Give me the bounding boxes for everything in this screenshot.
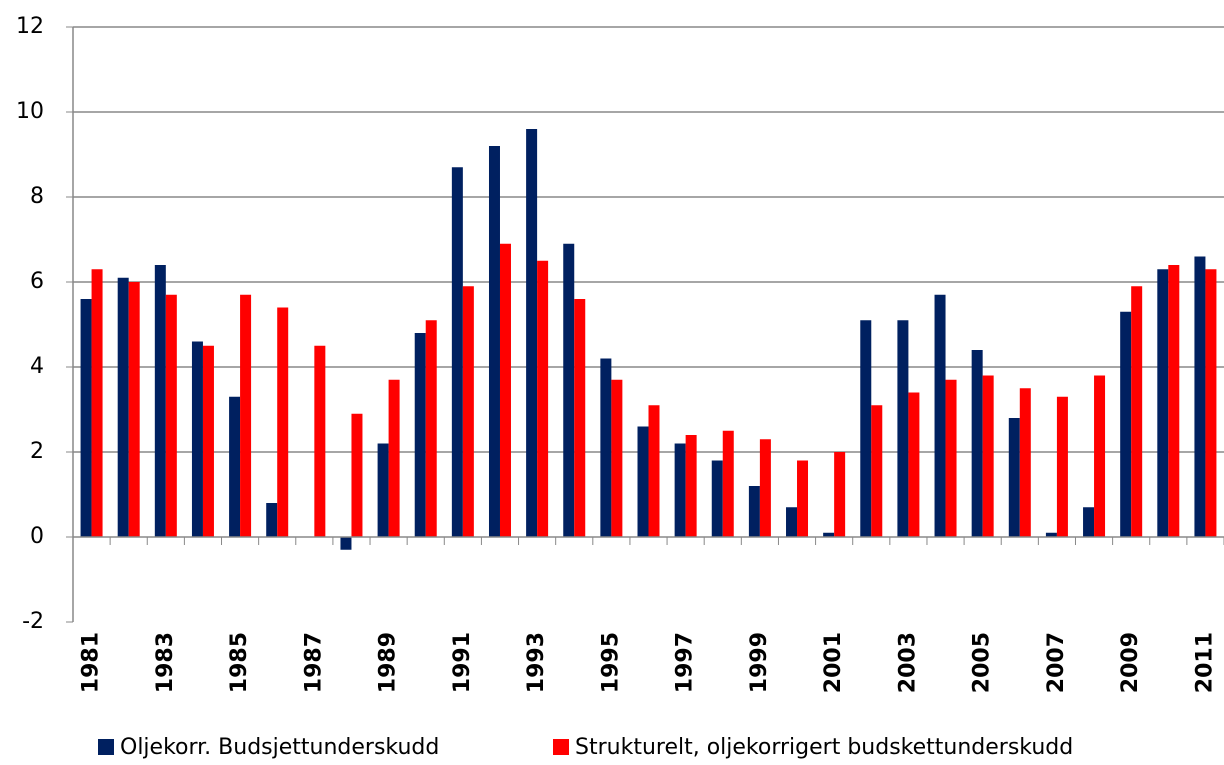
x-tick-label: 2003 — [895, 632, 920, 693]
bar — [91, 269, 103, 537]
bar — [897, 320, 909, 537]
bar — [834, 452, 846, 537]
bar — [637, 426, 649, 537]
bar — [117, 277, 129, 537]
bar — [574, 299, 586, 537]
bar — [871, 405, 883, 537]
legend-label: Strukturelt, oljekorrigert budskettunder… — [575, 735, 1073, 760]
x-tick-label: 2009 — [1118, 632, 1143, 693]
bar — [377, 443, 389, 537]
bar — [191, 341, 203, 537]
bar — [165, 294, 177, 537]
x-tick-label: 1991 — [450, 632, 475, 693]
bar — [1120, 311, 1132, 537]
bar — [266, 503, 278, 537]
bar — [462, 286, 474, 537]
bar — [1083, 507, 1095, 537]
bar — [611, 379, 623, 537]
bar — [711, 460, 723, 537]
bar — [1094, 375, 1106, 537]
legend-swatch — [98, 739, 114, 755]
x-tick-label: 1997 — [673, 632, 698, 693]
bar — [722, 430, 734, 537]
x-tick-label: 2011 — [1192, 632, 1217, 693]
bar — [537, 260, 549, 537]
bar — [80, 299, 92, 537]
bar — [1205, 269, 1217, 537]
y-tick-label: 2 — [30, 439, 44, 464]
y-tick-label: 10 — [16, 99, 44, 124]
bar — [600, 358, 612, 537]
bar — [685, 435, 697, 537]
bar — [971, 350, 983, 537]
bar — [425, 320, 437, 537]
bar — [488, 146, 500, 537]
bar — [945, 379, 957, 537]
legend-label: Oljekorr. Budsjettunderskudd — [120, 735, 439, 760]
bar — [860, 320, 872, 537]
bar — [1045, 532, 1057, 537]
x-tick-label: 1987 — [301, 632, 326, 693]
y-tick-label: 4 — [30, 354, 44, 379]
bar — [563, 243, 575, 537]
y-tick-label: 6 — [30, 269, 44, 294]
x-tick-label: 1981 — [79, 632, 104, 693]
y-tick-label: 8 — [30, 184, 44, 209]
x-tick-label: 1993 — [524, 632, 549, 693]
bar — [748, 486, 760, 537]
bar — [1008, 418, 1020, 537]
bar — [797, 460, 809, 537]
y-tick-label: 12 — [16, 14, 44, 39]
bar — [648, 405, 660, 537]
bar — [388, 379, 400, 537]
bar — [229, 396, 241, 537]
bar — [526, 129, 538, 537]
bar — [1194, 256, 1206, 537]
bar — [414, 333, 426, 537]
legend-swatch — [553, 739, 569, 755]
bar — [908, 392, 920, 537]
bar — [1019, 388, 1031, 537]
bar — [128, 282, 140, 537]
x-tick-label: 2001 — [821, 632, 846, 693]
bar — [674, 443, 686, 537]
bar — [240, 294, 252, 537]
bar — [759, 439, 771, 537]
bar — [1056, 396, 1068, 537]
bar — [1168, 265, 1180, 537]
y-tick-label: 0 — [30, 524, 44, 549]
bar — [1157, 269, 1169, 537]
bar — [982, 375, 994, 537]
bar — [786, 507, 798, 537]
bar — [823, 532, 835, 537]
x-tick-label: 1989 — [376, 632, 401, 693]
x-tick-label: 1985 — [227, 632, 252, 693]
y-tick-label: -2 — [22, 609, 44, 634]
x-tick-label: 1999 — [747, 632, 772, 693]
x-tick-label: 1995 — [598, 632, 623, 693]
bar — [499, 243, 511, 537]
bar — [451, 167, 463, 537]
x-tick-label: 2005 — [970, 632, 995, 693]
bar — [351, 413, 363, 537]
x-tick-label: 1983 — [153, 632, 178, 693]
bar — [934, 294, 946, 537]
bar — [202, 345, 214, 537]
bar — [314, 345, 326, 537]
bar — [1131, 286, 1143, 537]
bar — [277, 307, 289, 537]
bar — [154, 265, 166, 537]
x-tick-label: 2007 — [1044, 632, 1069, 693]
bar — [340, 537, 352, 550]
